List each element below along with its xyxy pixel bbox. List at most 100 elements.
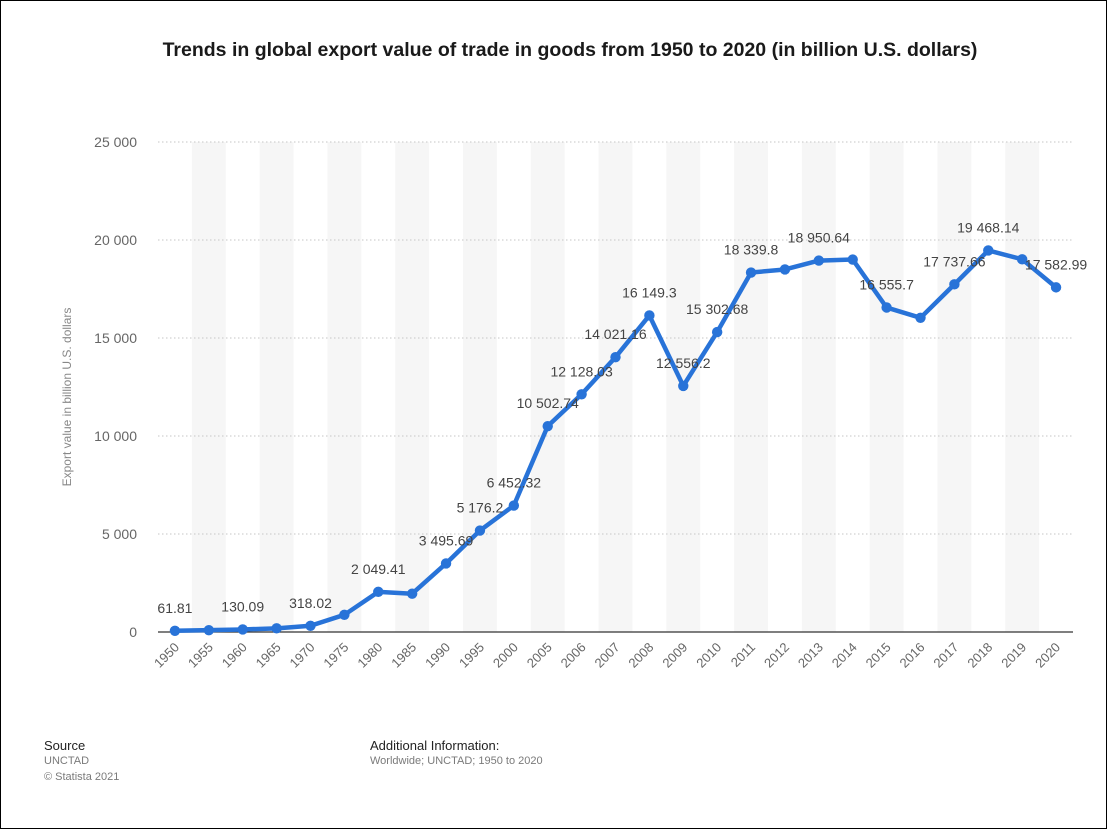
column-band: [395, 142, 430, 632]
data-label: 10 502.74: [517, 395, 579, 411]
chart-title: Trends in global export value of trade i…: [162, 39, 978, 61]
data-label: 12 556.2: [656, 355, 711, 371]
x-tick-label: 1985: [388, 640, 419, 671]
x-tick-label: 2014: [829, 640, 860, 671]
x-tick-label: 2016: [897, 640, 928, 671]
additional-info-text: Worldwide; UNCTAD; 1950 to 2020: [370, 755, 543, 767]
x-tick-label: 1960: [219, 640, 250, 671]
data-label: 14 021.16: [584, 326, 646, 342]
data-point: [440, 558, 452, 569]
data-point: [169, 625, 181, 636]
y-axis-title: Export value in billion U.S. dollars: [60, 308, 74, 487]
data-label: 15 302.68: [686, 301, 748, 317]
column-band: [1005, 142, 1040, 632]
column-band: [259, 142, 294, 632]
y-tick-label: 5 000: [102, 526, 137, 542]
data-point: [373, 586, 384, 598]
data-label: 18 950.64: [788, 230, 850, 246]
x-tick-label: 2009: [659, 640, 690, 671]
data-point: [1016, 254, 1028, 265]
data-label: 5 176.2: [457, 500, 504, 516]
column-band: [937, 142, 972, 632]
x-tick-label: 1990: [422, 640, 453, 671]
x-tick-label: 1975: [320, 640, 351, 671]
data-point: [881, 302, 892, 313]
x-tick-label: 2012: [761, 640, 792, 671]
x-tick-label: 2000: [490, 640, 521, 671]
data-label: 19 468.14: [957, 219, 1019, 235]
data-label: 6 452.32: [487, 475, 542, 491]
data-point: [203, 624, 215, 636]
data-point: [576, 389, 587, 400]
y-tick-label: 10 000: [94, 428, 137, 444]
data-point: [983, 245, 994, 256]
data-label: 16 555.7: [859, 277, 914, 293]
data-label: 12 128.03: [550, 363, 612, 379]
x-tick-label: 1970: [287, 640, 318, 671]
column-band: [191, 142, 226, 632]
y-tick-label: 0: [129, 624, 137, 640]
data-point: [508, 500, 520, 511]
data-point: [305, 620, 316, 631]
data-point: [271, 623, 282, 634]
source-block: Source UNCTAD © Statista 2021: [44, 738, 119, 785]
data-point: [847, 254, 858, 265]
column-band: [327, 142, 362, 632]
x-tick-label: 1995: [456, 640, 487, 671]
data-point: [474, 525, 486, 536]
data-point: [339, 609, 350, 621]
x-tick-label: 1965: [253, 640, 284, 671]
data-point: [610, 351, 621, 363]
data-point: [406, 588, 418, 599]
column-band: [869, 142, 904, 632]
data-label: 3 495.69: [419, 532, 474, 548]
x-tick-label: 2020: [1032, 640, 1063, 671]
x-tick-label: 1955: [185, 640, 216, 671]
y-tick-label: 20 000: [94, 232, 137, 248]
x-tick-label: 2007: [592, 640, 623, 671]
additional-info-block: Additional Information: Worldwide; UNCTA…: [370, 738, 543, 769]
data-label: 61.81: [157, 600, 192, 616]
column-band: [598, 142, 633, 632]
x-tick-label: 2010: [693, 640, 724, 671]
x-tick-label: 2019: [998, 640, 1029, 671]
source-line-1: UNCTAD: [44, 755, 90, 767]
x-tick-label: 2005: [524, 640, 555, 671]
data-label: 18 339.8: [724, 242, 779, 258]
data-label: 2 049.41: [351, 561, 406, 577]
data-point: [644, 310, 655, 321]
column-band: [463, 142, 497, 632]
data-point: [542, 420, 553, 432]
x-tick-label: 2008: [625, 640, 656, 671]
data-point: [915, 312, 926, 324]
data-label: 16 149.3: [622, 284, 677, 300]
data-point: [779, 264, 791, 275]
x-tick-label: 2018: [964, 640, 995, 671]
x-tick-label: 1950: [151, 640, 182, 671]
column-band: [801, 142, 836, 632]
data-label: 17 582.99: [1025, 256, 1087, 272]
x-tick-label: 2017: [930, 640, 961, 671]
column-band: [530, 142, 565, 632]
y-tick-label: 15 000: [94, 330, 137, 346]
additional-info-heading: Additional Information:: [370, 738, 500, 753]
source-line-2: © Statista 2021: [44, 771, 120, 783]
data-label: 17 737.66: [923, 253, 985, 269]
data-point: [237, 624, 248, 635]
x-tick-label: 2015: [863, 640, 894, 671]
data-label: 318.02: [289, 595, 332, 611]
x-tick-label: 2006: [558, 640, 589, 671]
x-tick-label: 1980: [354, 640, 385, 671]
data-point: [813, 255, 825, 266]
data-point: [711, 326, 723, 338]
source-heading: Source: [44, 738, 86, 753]
data-point: [678, 380, 689, 392]
data-point: [949, 279, 960, 290]
data-label: 130.09: [221, 598, 264, 614]
y-tick-label: 25 000: [94, 134, 137, 150]
data-point: [1050, 282, 1062, 293]
x-tick-label: 2011: [728, 640, 758, 670]
data-point: [745, 267, 757, 278]
x-tick-label: 2013: [795, 640, 826, 671]
